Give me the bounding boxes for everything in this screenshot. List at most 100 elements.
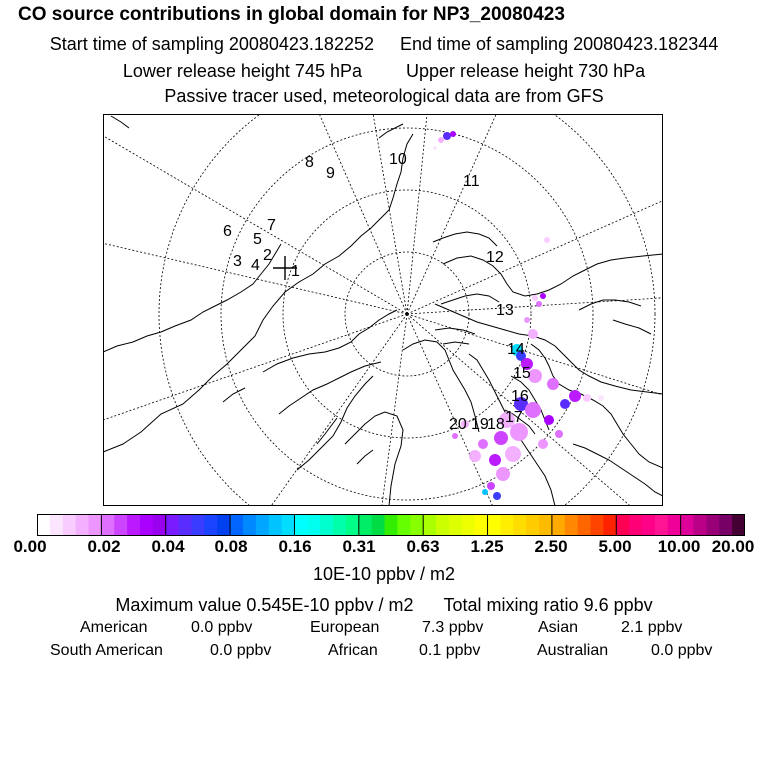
colorbar-swatch xyxy=(603,514,617,536)
trajectory-point-20: 20 xyxy=(449,416,467,433)
trajectory-point-10: 10 xyxy=(389,151,407,168)
colorbar-swatch xyxy=(500,514,514,536)
colorbar-tick-label: 0.04 xyxy=(151,537,185,556)
start-time: Start time of sampling 20080423.182252 xyxy=(49,34,374,54)
region-name-american: American xyxy=(80,619,148,636)
colorbar-swatch xyxy=(320,514,334,536)
colorbar-swatch xyxy=(371,514,386,536)
colorbar-swatch xyxy=(255,514,270,536)
colorbar-swatch xyxy=(88,514,102,536)
colorbar-tick-label: 0.00 xyxy=(13,537,47,556)
end-time: End time of sampling 20080423.182344 xyxy=(400,34,719,54)
trajectory-point-9: 9 xyxy=(326,165,335,182)
region-value-european: 7.3 ppbv xyxy=(422,619,484,636)
colorbar-swatch xyxy=(461,514,476,536)
trajectory-point-16: 16 xyxy=(511,388,529,405)
trajectory-point-17: 17 xyxy=(505,409,523,426)
trajectory-point-4: 4 xyxy=(251,257,260,274)
colorbar-units: 10E-10 ppbv / m2 xyxy=(312,564,456,584)
graticule xyxy=(103,114,663,506)
colorbar xyxy=(37,514,745,536)
colorbar-tick-label: 0.63 xyxy=(406,537,440,556)
colorbar-swatch xyxy=(706,514,720,536)
colorbar-swatch xyxy=(268,514,283,536)
colorbar-swatch xyxy=(139,514,154,536)
trajectory-point-1: 1 xyxy=(291,263,300,280)
colorbar-border xyxy=(37,514,745,536)
colorbar-swatch xyxy=(667,514,682,536)
colorbar-swatch xyxy=(62,514,77,536)
total-mixing-ratio: Total mixing ratio 9.6 ppbv xyxy=(443,595,653,615)
region-name-australian: Australian xyxy=(537,642,609,659)
colorbar-swatch xyxy=(165,514,180,536)
colorbar-swatch xyxy=(281,514,295,536)
colorbar-swatch xyxy=(590,514,604,536)
colorbar-swatch xyxy=(152,514,167,536)
trajectory-point-13: 13 xyxy=(496,302,514,319)
colorbar-tick-label: 0.02 xyxy=(87,537,121,556)
trajectory-point-8: 8 xyxy=(305,154,314,171)
colorbar-tick-label: 10.00 xyxy=(657,537,701,556)
colorbar-swatch xyxy=(423,514,437,536)
colorbar-swatch xyxy=(191,514,205,536)
colorbar-swatch xyxy=(37,514,51,536)
trajectory-point-5: 5 xyxy=(253,231,262,248)
trajectory-point-2: 2 xyxy=(263,247,272,264)
colorbar-tick-label: 2.50 xyxy=(534,537,568,556)
region-value-american: 0.0 ppbv xyxy=(191,619,253,636)
colorbar-swatch xyxy=(680,514,695,536)
trajectory-point-12: 12 xyxy=(486,249,504,266)
colorbar-swatch xyxy=(75,514,89,536)
tracer-note: Passive tracer used, meteorological data… xyxy=(164,86,604,106)
trajectory-point-7: 7 xyxy=(267,217,276,234)
colorbar-swatch xyxy=(448,514,463,536)
colorbar-swatch xyxy=(474,514,489,536)
summary-line: Maximum value 0.545E-10 ppbv / m2 Total m… xyxy=(0,595,768,616)
colorbar-swatch xyxy=(616,514,630,536)
colorbar-swatch xyxy=(642,514,656,536)
colorbar-swatch xyxy=(693,514,707,536)
region-value-african: 0.1 ppbv xyxy=(419,642,481,659)
colorbar-swatch xyxy=(654,514,669,536)
region-name-asian: Asian xyxy=(538,619,579,636)
colorbar-swatch xyxy=(127,514,141,536)
colorbar-swatch xyxy=(513,514,527,536)
colorbar-swatch xyxy=(49,514,64,536)
colorbar-tick-label: 1.25 xyxy=(470,537,504,556)
colorbar-tick-label: 5.00 xyxy=(598,537,632,556)
region-name-south-american: South American xyxy=(50,642,163,659)
trajectory-point-19: 19 xyxy=(471,416,489,433)
colorbar-swatch xyxy=(333,514,347,536)
lower-release-height: Lower release height 745 hPa xyxy=(122,61,362,81)
sampling-times: Start time of sampling 20080423.182252 En… xyxy=(0,34,768,55)
map-frame xyxy=(103,114,663,506)
colorbar-tick-label: 20.00 xyxy=(711,537,755,556)
colorbar-swatch xyxy=(732,514,745,536)
colorbar-tick-label: 0.16 xyxy=(278,537,312,556)
colorbar-swatch xyxy=(564,514,579,536)
release-marker xyxy=(273,256,297,280)
region-value-south-american: 0.0 ppbv xyxy=(210,642,272,659)
region-name-european: European xyxy=(310,619,380,636)
trajectory-point-3: 3 xyxy=(233,253,242,270)
colorbar-swatch xyxy=(719,514,733,536)
trajectory-point-18: 18 xyxy=(487,416,505,433)
colorbar-swatch xyxy=(114,514,128,536)
colorbar-swatch xyxy=(178,514,192,536)
colorbar-swatch xyxy=(487,514,501,536)
colorbar-swatch xyxy=(384,514,398,536)
upper-release-height: Upper release height 730 hPa xyxy=(406,61,646,81)
coastlines xyxy=(103,115,663,506)
colorbar-swatch xyxy=(101,514,115,536)
colorbar-swatch xyxy=(436,514,450,536)
colorbar-swatch xyxy=(526,514,540,536)
colorbar-tick-label: 0.08 xyxy=(214,537,248,556)
map-title: CO source contributions in global domain… xyxy=(18,4,565,25)
colorbar-swatch xyxy=(358,514,373,536)
colorbar-swatch xyxy=(294,514,308,536)
region-name-african: African xyxy=(328,642,378,659)
colorbar-swatch xyxy=(345,514,360,536)
colorbar-swatch xyxy=(551,514,566,536)
